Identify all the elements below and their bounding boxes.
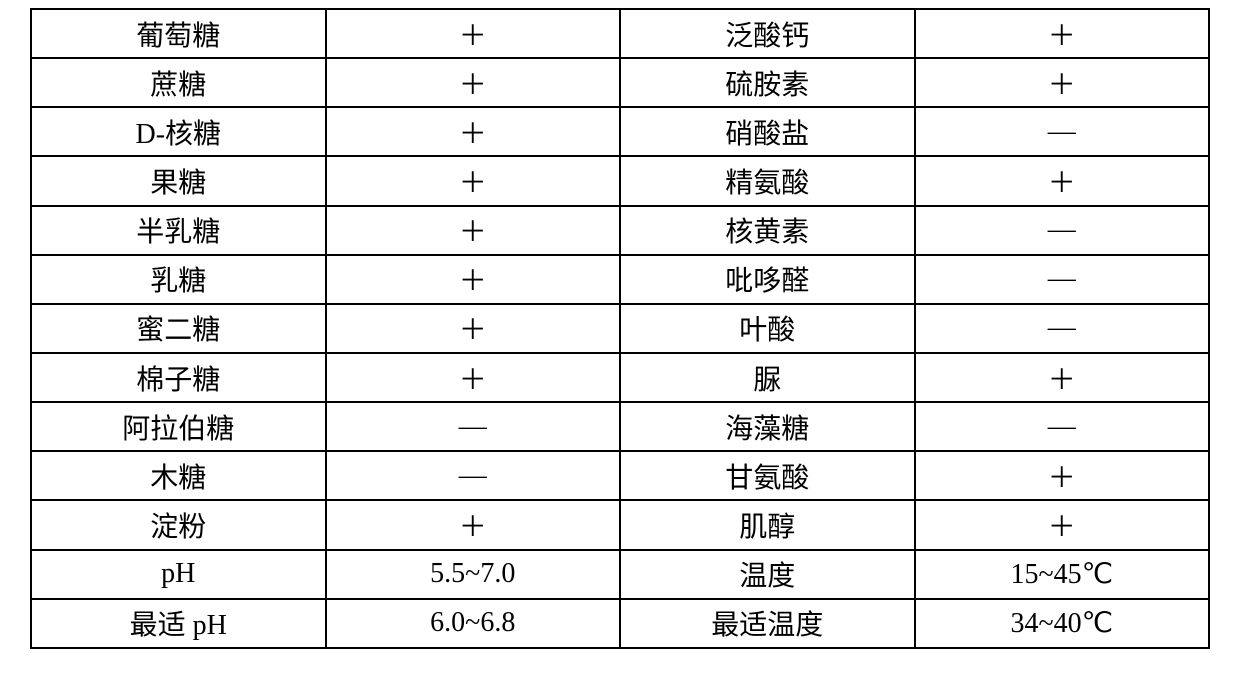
cell-left-name: 蜜二糖 [31, 304, 326, 353]
cell-left-name: pH [31, 550, 326, 599]
cell-right-val: ＋ [915, 58, 1210, 107]
table-row: 蔗糖 ＋ 硫胺素 ＋ [31, 58, 1209, 107]
table-row: 半乳糖 ＋ 核黄素 — [31, 206, 1209, 255]
cell-left-val: — [326, 451, 621, 500]
cell-left-val: 6.0~6.8 [326, 599, 621, 648]
cell-right-val: ＋ [915, 500, 1210, 549]
cell-left-val: ＋ [326, 107, 621, 156]
cell-left-name: 乳糖 [31, 255, 326, 304]
cell-left-name: D-核糖 [31, 107, 326, 156]
table-row: 葡萄糖 ＋ 泛酸钙 ＋ [31, 9, 1209, 58]
cell-right-val: ＋ [915, 451, 1210, 500]
cell-right-name: 硝酸盐 [620, 107, 915, 156]
cell-right-val: — [915, 255, 1210, 304]
table-row: 阿拉伯糖 — 海藻糖 — [31, 402, 1209, 451]
cell-right-name: 叶酸 [620, 304, 915, 353]
cell-left-val: — [326, 402, 621, 451]
cell-right-name: 脲 [620, 353, 915, 402]
cell-left-name: 阿拉伯糖 [31, 402, 326, 451]
cell-left-val: ＋ [326, 156, 621, 205]
cell-right-val: — [915, 304, 1210, 353]
table-row: 乳糖 ＋ 吡哆醛 — [31, 255, 1209, 304]
cell-right-val: — [915, 402, 1210, 451]
cell-left-name: 棉子糖 [31, 353, 326, 402]
cell-right-name: 最适温度 [620, 599, 915, 648]
cell-right-val: ＋ [915, 156, 1210, 205]
cell-left-val: ＋ [326, 206, 621, 255]
cell-left-val: 5.5~7.0 [326, 550, 621, 599]
cell-right-name: 海藻糖 [620, 402, 915, 451]
cell-left-name: 半乳糖 [31, 206, 326, 255]
properties-table: 葡萄糖 ＋ 泛酸钙 ＋ 蔗糖 ＋ 硫胺素 ＋ D-核糖 ＋ 硝酸盐 — 果糖 ＋… [30, 8, 1210, 649]
cell-right-name: 肌醇 [620, 500, 915, 549]
cell-right-val: — [915, 107, 1210, 156]
cell-right-name: 温度 [620, 550, 915, 599]
cell-left-name: 木糖 [31, 451, 326, 500]
cell-left-val: ＋ [326, 255, 621, 304]
cell-left-val: ＋ [326, 500, 621, 549]
table-row: pH 5.5~7.0 温度 15~45℃ [31, 550, 1209, 599]
cell-right-val: 34~40℃ [915, 599, 1210, 648]
cell-left-name: 淀粉 [31, 500, 326, 549]
table-row: 淀粉 ＋ 肌醇 ＋ [31, 500, 1209, 549]
cell-left-val: ＋ [326, 58, 621, 107]
cell-left-name: 最适 pH [31, 599, 326, 648]
cell-right-name: 硫胺素 [620, 58, 915, 107]
cell-right-name: 甘氨酸 [620, 451, 915, 500]
table-row: D-核糖 ＋ 硝酸盐 — [31, 107, 1209, 156]
cell-left-name: 蔗糖 [31, 58, 326, 107]
cell-right-val: 15~45℃ [915, 550, 1210, 599]
table-row: 棉子糖 ＋ 脲 ＋ [31, 353, 1209, 402]
cell-right-name: 泛酸钙 [620, 9, 915, 58]
table-row: 果糖 ＋ 精氨酸 ＋ [31, 156, 1209, 205]
cell-right-val: ＋ [915, 9, 1210, 58]
cell-right-val: ＋ [915, 353, 1210, 402]
table-row: 最适 pH 6.0~6.8 最适温度 34~40℃ [31, 599, 1209, 648]
cell-right-name: 吡哆醛 [620, 255, 915, 304]
cell-right-val: — [915, 206, 1210, 255]
cell-left-val: ＋ [326, 9, 621, 58]
cell-left-name: 葡萄糖 [31, 9, 326, 58]
cell-left-val: ＋ [326, 304, 621, 353]
cell-right-name: 核黄素 [620, 206, 915, 255]
table-body: 葡萄糖 ＋ 泛酸钙 ＋ 蔗糖 ＋ 硫胺素 ＋ D-核糖 ＋ 硝酸盐 — 果糖 ＋… [31, 9, 1209, 648]
cell-left-val: ＋ [326, 353, 621, 402]
cell-right-name: 精氨酸 [620, 156, 915, 205]
table-row: 木糖 — 甘氨酸 ＋ [31, 451, 1209, 500]
cell-left-name: 果糖 [31, 156, 326, 205]
table-row: 蜜二糖 ＋ 叶酸 — [31, 304, 1209, 353]
